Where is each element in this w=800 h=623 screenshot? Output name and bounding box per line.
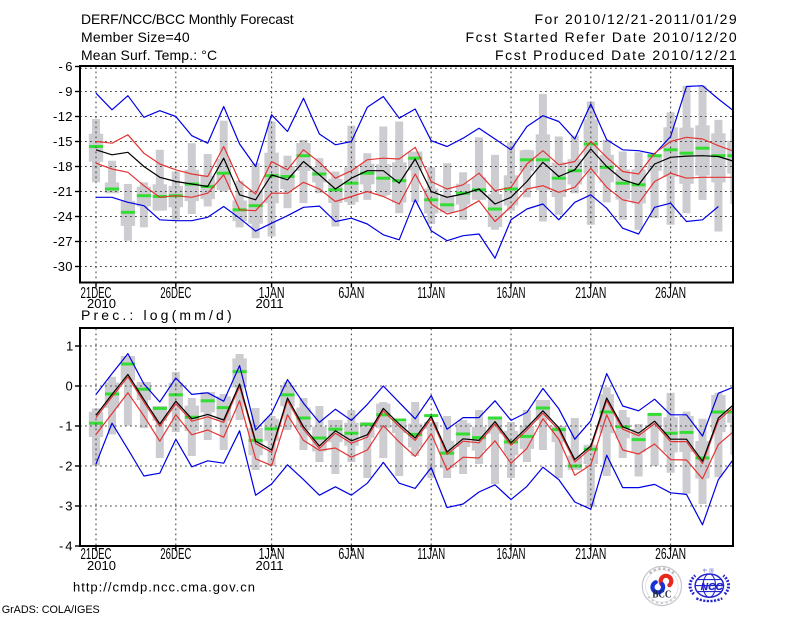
svg-text:Member Size=40: Member Size=40	[81, 29, 190, 45]
svg-text:-3: -3	[59, 499, 73, 514]
svg-text:For 2010/12/21-2011/01/29: For 2010/12/21-2011/01/29	[535, 11, 738, 27]
svg-text:2011: 2011	[256, 296, 284, 311]
svg-text:http://cmdp.ncc.cma.gov.cn: http://cmdp.ncc.cma.gov.cn	[73, 580, 255, 595]
svg-text:16JAN: 16JAN	[497, 546, 526, 563]
svg-text:-27: -27	[53, 234, 73, 249]
svg-text:2010: 2010	[87, 558, 116, 573]
svg-text:-12: -12	[53, 109, 73, 124]
svg-text:GrADS: COLA/IGES: GrADS: COLA/IGES	[2, 604, 100, 616]
svg-text:21DEC: 21DEC	[81, 285, 112, 302]
svg-text:26JAN: 26JAN	[655, 546, 686, 563]
svg-text:11JAN: 11JAN	[417, 285, 445, 302]
svg-text:-1: -1	[59, 419, 73, 434]
svg-text:-15: -15	[53, 134, 73, 149]
svg-text:Mean Surf. Temp.: °C: Mean Surf. Temp.: °C	[81, 47, 218, 63]
svg-text:21DEC: 21DEC	[81, 546, 112, 563]
svg-text:6JAN: 6JAN	[338, 285, 364, 302]
svg-text:-24: -24	[53, 209, 73, 224]
svg-text:1JAN: 1JAN	[259, 285, 285, 302]
svg-text:26DEC: 26DEC	[160, 546, 191, 563]
svg-text:-6: -6	[59, 59, 73, 74]
svg-text:-4: -4	[59, 539, 73, 554]
svg-text:Fcst Started Refer Date 2010/1: Fcst Started Refer Date 2010/12/20	[466, 29, 738, 45]
svg-text:16JAN: 16JAN	[497, 285, 526, 302]
svg-text:0: 0	[66, 379, 73, 394]
svg-text:1JAN: 1JAN	[259, 546, 285, 563]
svg-text:26DEC: 26DEC	[160, 285, 191, 302]
svg-text:2011: 2011	[256, 558, 284, 573]
svg-text:-9: -9	[59, 84, 73, 99]
svg-text:26JAN: 26JAN	[655, 285, 686, 302]
svg-text:21JAN: 21JAN	[575, 546, 606, 563]
svg-text:-30: -30	[53, 259, 73, 274]
svg-text:Prec.: log(mm/d): Prec.: log(mm/d)	[81, 307, 232, 323]
svg-text:11JAN: 11JAN	[417, 546, 445, 563]
svg-text:Fcst Produced Date 2010/12/21: Fcst Produced Date 2010/12/21	[495, 47, 737, 63]
svg-text:2010: 2010	[87, 296, 116, 311]
svg-text:中 国: 中 国	[703, 567, 714, 574]
svg-text:6JAN: 6JAN	[338, 546, 364, 563]
svg-text:NCC: NCC	[701, 581, 723, 593]
svg-text:-18: -18	[53, 159, 73, 174]
svg-text:21JAN: 21JAN	[575, 285, 606, 302]
svg-text:-2: -2	[59, 459, 73, 474]
svg-text:BCC: BCC	[652, 590, 671, 601]
svg-text:-21: -21	[53, 184, 73, 199]
svg-text:1: 1	[66, 339, 73, 354]
svg-text:DERF/NCC/BCC Monthly Forecast: DERF/NCC/BCC Monthly Forecast	[81, 11, 294, 27]
